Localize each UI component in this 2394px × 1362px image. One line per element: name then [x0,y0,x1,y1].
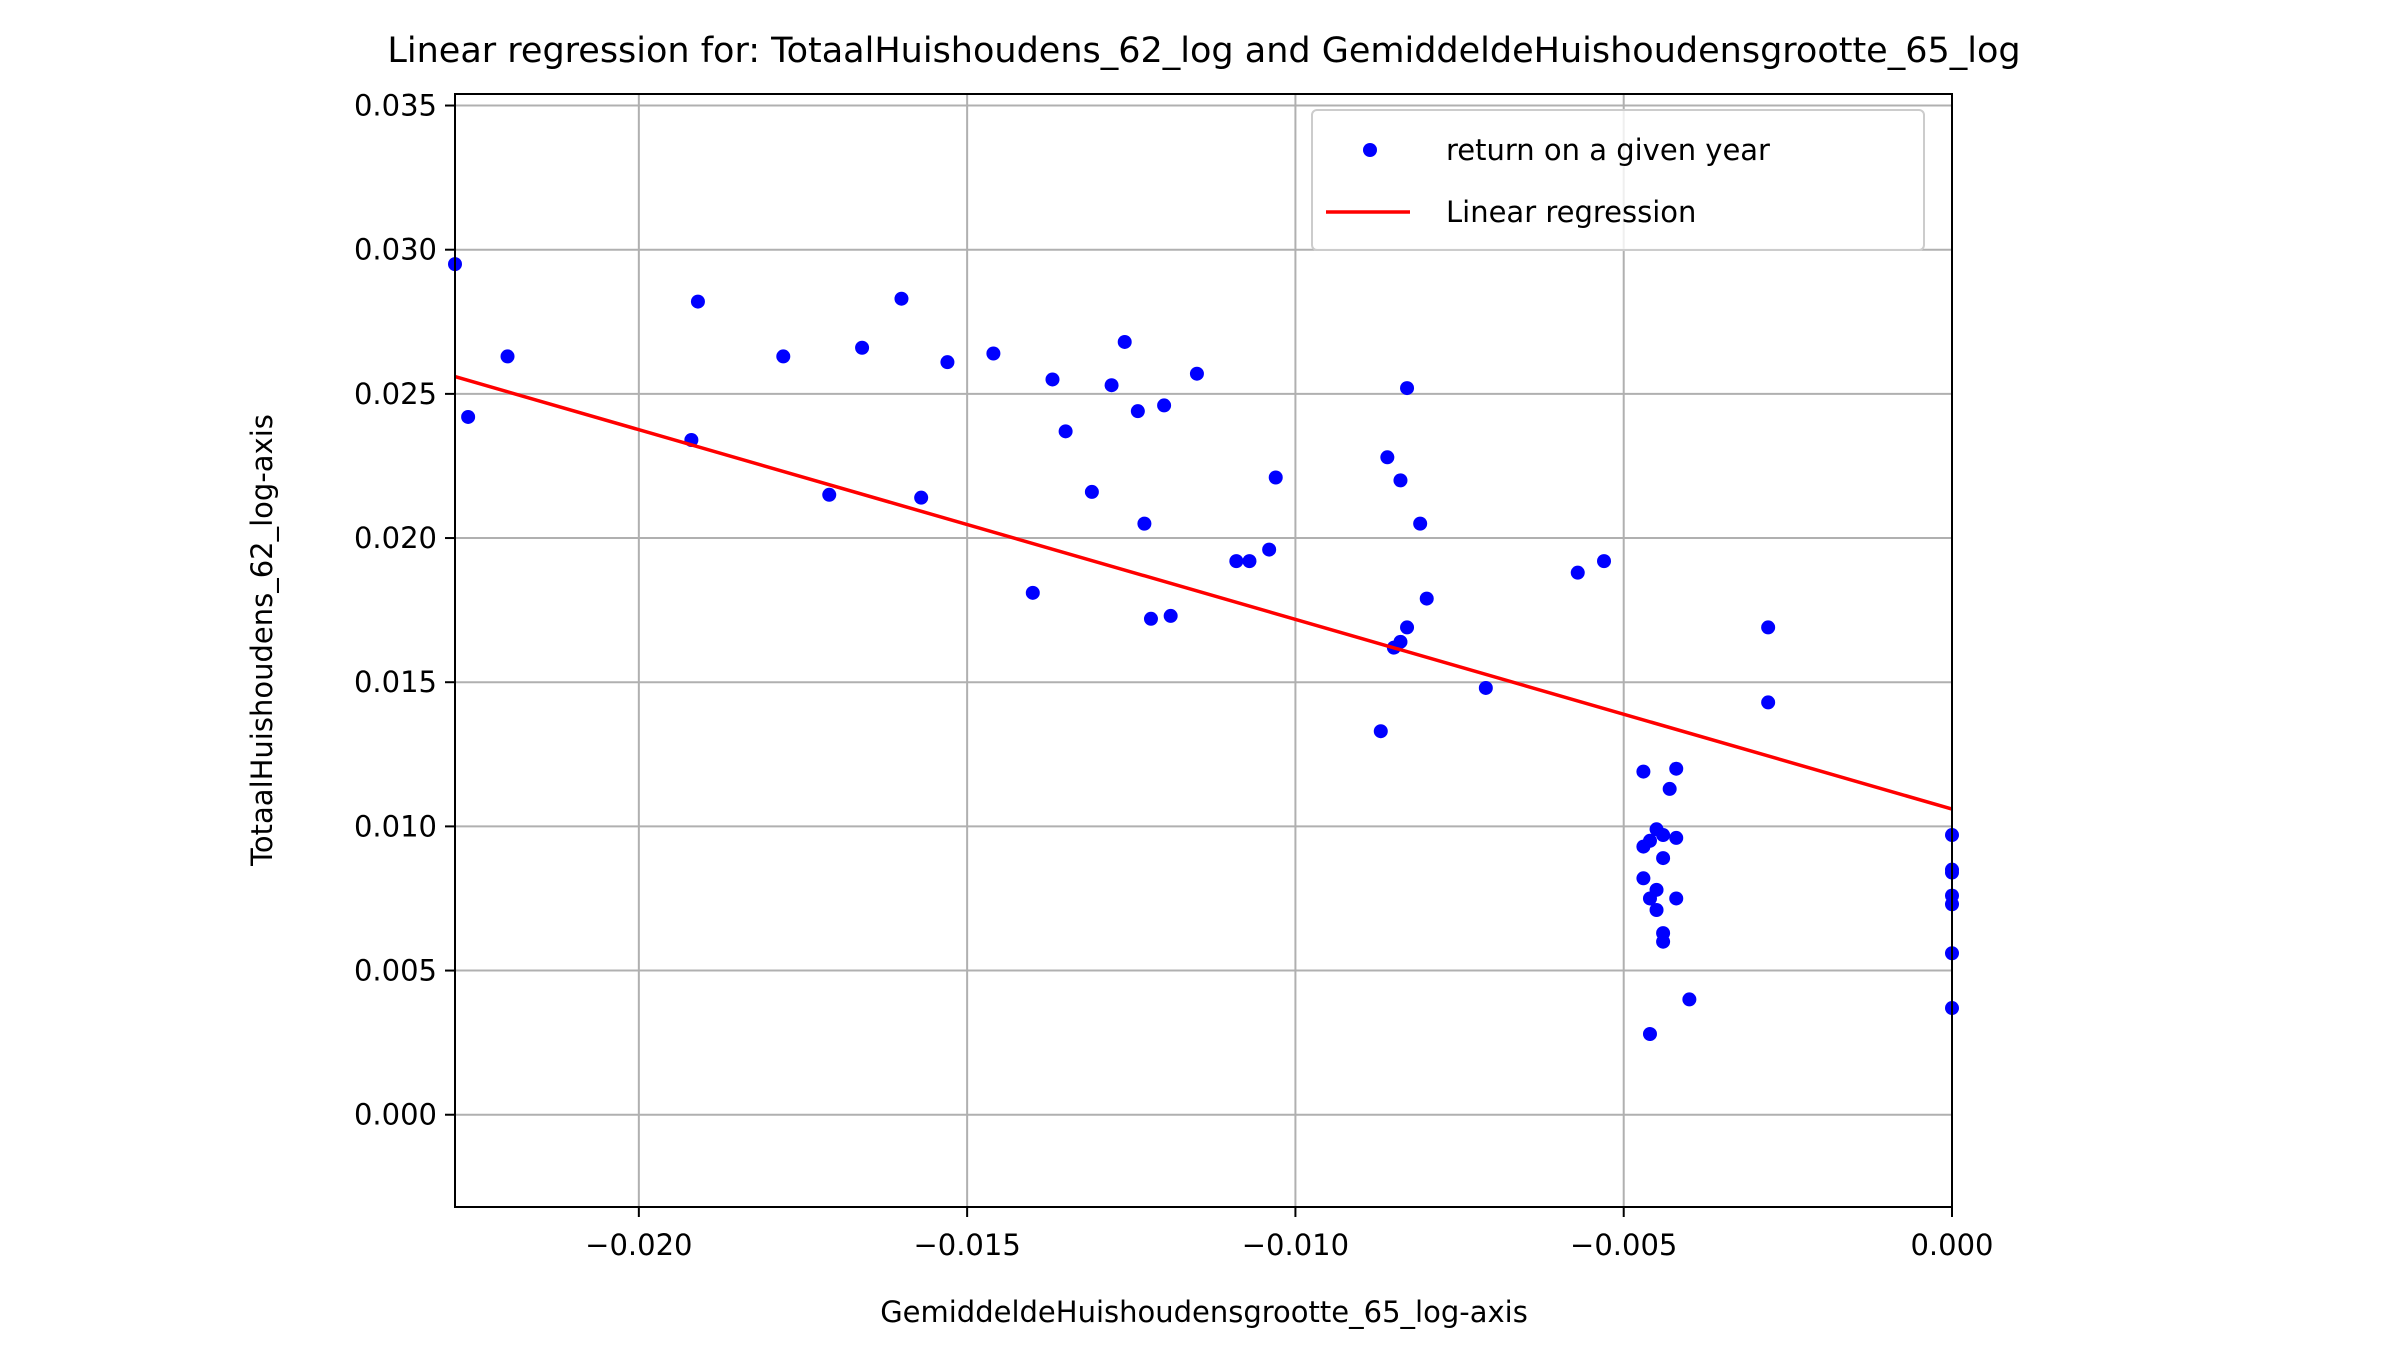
scatter-point [1393,473,1408,488]
scatter-point [1649,882,1664,897]
scatter-point [1669,830,1684,845]
scatter-point [1649,903,1664,918]
scatter-point [1669,891,1684,906]
x-tick-label: 0.000 [1910,1228,1993,1262]
legend-label-scatter: return on a given year [1446,133,1770,167]
scatter-point [1662,781,1677,796]
scatter-point [1189,366,1204,381]
scatter-point [1642,833,1657,848]
y-tick-label: 0.030 [354,233,437,267]
scatter-point [1597,554,1612,569]
scatter-point [1130,404,1145,419]
scatter-point [1025,585,1040,600]
scatter-point [1117,334,1132,349]
y-tick-label: 0.035 [354,89,437,123]
scatter-point [940,355,955,370]
scatter-point [1393,634,1408,649]
scatter-point [1478,680,1493,695]
scatter-point [1143,611,1158,626]
scatter-point [1656,828,1671,843]
scatter-point [1400,620,1415,635]
y-axis-label: TotaalHuishoudens_62_log-axis [245,414,279,867]
scatter-point [986,346,1001,361]
scatter-point [1642,1026,1657,1041]
scatter-point [1636,764,1651,779]
x-axis-label: GemiddeldeHuishoudensgrootte_65_log-axis [880,1295,1528,1329]
scatter-point [1084,484,1099,499]
scatter-point [690,294,705,309]
scatter-point [1636,871,1651,886]
scatter-point [1229,554,1244,569]
y-tick-label: 0.010 [354,809,437,843]
legend-frame [1311,109,1925,251]
scatter-point [822,487,837,502]
scatter-point [461,409,476,424]
scatter-point [500,349,515,364]
scatter-point [1242,554,1257,569]
scatter-point [894,291,909,306]
scatter-point [1656,851,1671,866]
scatter-point [1761,620,1776,635]
scatter-point [1669,761,1684,776]
scatter-point [1104,378,1119,393]
chart-title: Linear regression for: TotaalHuishoudens… [387,31,2020,71]
y-tick-label: 0.005 [354,954,437,988]
scatter-point [1157,398,1172,413]
legend-scatter-marker [1363,143,1377,157]
x-tick-label: −0.005 [1570,1228,1677,1262]
plot-area: −0.020 −0.015 −0.010 −0.005 0.000 0.000 0.005 0… [354,89,1994,1262]
scatter-point [1058,424,1073,439]
axes-frame [454,93,1953,1208]
scatter-point [1656,934,1671,949]
y-tick-label: 0.025 [354,377,437,411]
scatter-point [1045,372,1060,387]
legend-label-line: Linear regression [1446,195,1696,229]
legend: return on a given year Linear regression [1311,109,1925,251]
y-tick-label: 0.015 [354,665,437,699]
scatter-point [1373,724,1388,739]
scatter-point [855,340,870,355]
regression-line [454,374,1953,811]
scatter-point [1380,450,1395,465]
scatter-point [1262,542,1277,557]
scatter-point [914,490,929,505]
scatter-point [1400,381,1415,396]
scatter-point [1419,591,1434,606]
x-tick-label: −0.020 [585,1228,692,1262]
x-tick-label: −0.010 [1242,1228,1349,1262]
y-tick-label: 0.020 [354,521,437,555]
scatter-point [1570,565,1585,580]
scatter-point [776,349,791,364]
x-tick-label: −0.015 [913,1228,1020,1262]
y-tick-label: 0.000 [354,1098,437,1132]
scatter-point [1268,470,1283,485]
scatter-point [1761,695,1776,710]
scatter-point [1682,992,1697,1007]
scatter-point [1137,516,1152,531]
scatter-point [1413,516,1428,531]
scatter-point [1163,608,1178,623]
